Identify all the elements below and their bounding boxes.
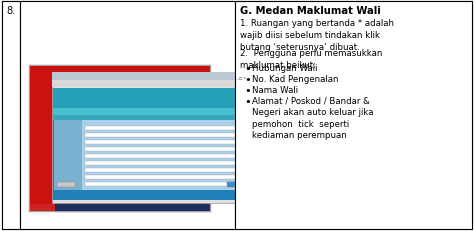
Bar xyxy=(52,73,252,81)
Bar xyxy=(30,67,210,211)
Text: _ □ ×: _ □ × xyxy=(236,75,246,79)
Text: Hubungan Wali: Hubungan Wali xyxy=(252,64,318,73)
Bar xyxy=(53,89,251,109)
Bar xyxy=(30,204,210,211)
Bar xyxy=(85,126,245,131)
Bar xyxy=(85,175,245,179)
Bar xyxy=(52,73,252,203)
Bar xyxy=(53,116,251,121)
Text: 8.: 8. xyxy=(7,6,16,16)
Bar xyxy=(2,2,20,229)
Bar xyxy=(20,2,235,229)
Bar xyxy=(54,121,250,190)
Bar xyxy=(235,2,472,229)
Bar xyxy=(53,109,251,116)
Bar xyxy=(54,121,82,190)
Text: •: • xyxy=(244,86,251,96)
Bar xyxy=(85,147,245,151)
Bar xyxy=(85,134,245,137)
Text: G. Medan Maklumat Wali: G. Medan Maklumat Wali xyxy=(240,6,381,16)
Bar xyxy=(85,154,245,158)
Bar xyxy=(30,204,55,211)
Bar xyxy=(85,182,245,186)
Text: No. Kad Pengenalan: No. Kad Pengenalan xyxy=(252,75,338,84)
Bar xyxy=(52,81,252,88)
Bar xyxy=(85,168,245,172)
Text: Alamat / Poskod / Bandar &
Negeri akan auto keluar jika
pemohon  tick  seperti
k: Alamat / Poskod / Bandar & Negeri akan a… xyxy=(252,97,374,140)
Bar xyxy=(85,161,245,165)
Bar xyxy=(85,140,245,144)
Text: 2.  Pengguna perlu memasukkan
maklumat beikut:: 2. Pengguna perlu memasukkan maklumat be… xyxy=(240,49,383,70)
Text: •: • xyxy=(244,64,251,74)
Text: •: • xyxy=(244,97,251,106)
Bar xyxy=(227,182,247,187)
Text: 1. Ruangan yang bertanda * adalah
wajib diisi sebelum tindakan klik
butang ‘sete: 1. Ruangan yang bertanda * adalah wajib … xyxy=(240,19,394,52)
Text: •: • xyxy=(244,75,251,85)
Bar xyxy=(29,66,211,212)
Bar xyxy=(53,89,251,200)
Bar xyxy=(57,182,75,187)
Text: Nama Wali: Nama Wali xyxy=(252,86,298,94)
